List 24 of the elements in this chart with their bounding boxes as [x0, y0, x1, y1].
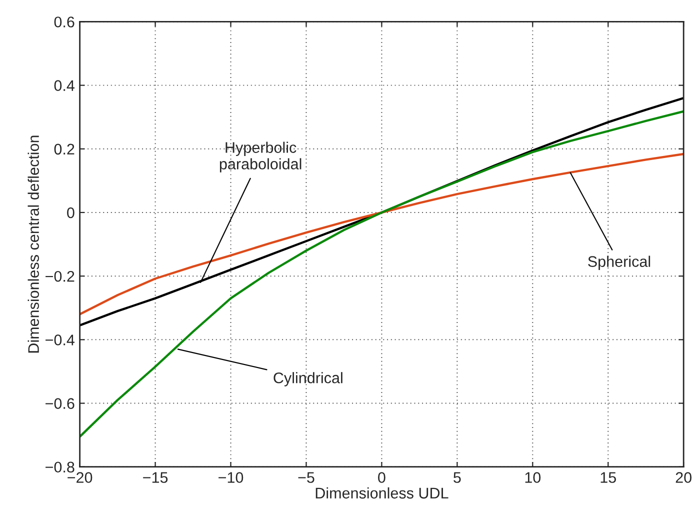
y-tick-label: 0.2 — [54, 144, 74, 155]
annotation: Spherical — [588, 256, 650, 270]
x-tick-label: −20 — [68, 472, 92, 483]
line-series — [80, 96, 684, 326]
y-tick-label: 0.4 — [54, 80, 75, 91]
annotation: Cylindrical — [274, 372, 342, 386]
line-series — [80, 110, 684, 438]
y-tick-label: −0.4 — [46, 334, 74, 346]
y-tick-label: −0.2 — [46, 270, 74, 282]
x-tick-label: 15 — [600, 472, 616, 483]
y-tick-label: −0.6 — [46, 398, 74, 409]
x-tick-label: 5 — [454, 472, 461, 483]
x-tick-label: −10 — [218, 472, 244, 483]
y-tick-label: −0.8 — [46, 462, 74, 473]
x-tick-label: −5 — [298, 472, 314, 483]
x-tick-label: 0 — [378, 472, 386, 483]
y-tick-label: 0 — [67, 207, 74, 218]
y-tick-label: 0.6 — [54, 16, 74, 28]
y-axis-title: Dimensionless central deflection — [28, 136, 39, 353]
x-tick-label: 10 — [525, 472, 541, 483]
x-tick-label: 20 — [676, 472, 692, 483]
x-axis-title: Dimensionless UDL — [316, 487, 448, 499]
x-tick-label: −15 — [143, 472, 168, 483]
annotation: Hyperbolic paraboloidal — [220, 142, 302, 172]
